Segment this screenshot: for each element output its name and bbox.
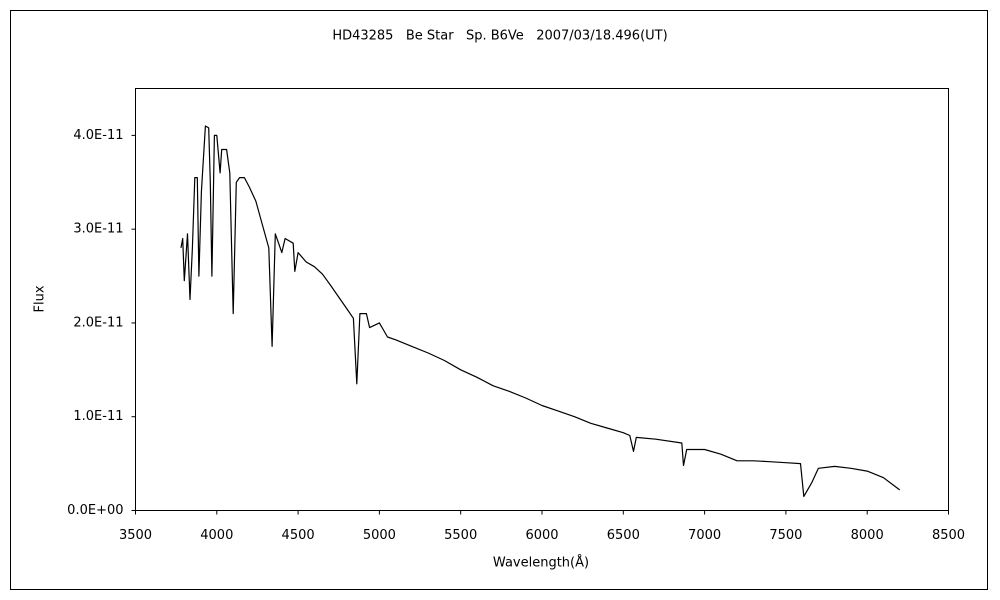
y-tick-label: 3.0E-11 (73, 222, 123, 237)
x-tick-label: 6000 (525, 528, 558, 543)
plot-area (135, 88, 949, 511)
x-tick-label: 3500 (119, 528, 152, 543)
y-tick-label: 1.0E-11 (73, 409, 123, 424)
x-tick-label: 5500 (444, 528, 477, 543)
y-tick-label: 4.0E-11 (73, 128, 123, 143)
spectrum-line (180, 125, 901, 497)
y-tick-label: 0.0E+00 (67, 503, 123, 518)
x-tick-label: 4000 (200, 528, 233, 543)
x-tick-label: 4500 (282, 528, 315, 543)
x-tick-label: 7500 (769, 528, 802, 543)
x-tick-label: 6500 (607, 528, 640, 543)
x-axis-label: Wavelength(Å) (493, 555, 589, 571)
x-tick-label: 8500 (932, 528, 965, 543)
x-tick-label: 7000 (688, 528, 721, 543)
x-tick-label: 5000 (363, 528, 396, 543)
chart-title: HD43285 Be Star Sp. B6Ve 2007/03/18.496(… (332, 29, 667, 44)
y-tick-label: 2.0E-11 (73, 315, 123, 330)
y-axis-label: Flux (33, 285, 48, 312)
x-tick-label: 8000 (851, 528, 884, 543)
